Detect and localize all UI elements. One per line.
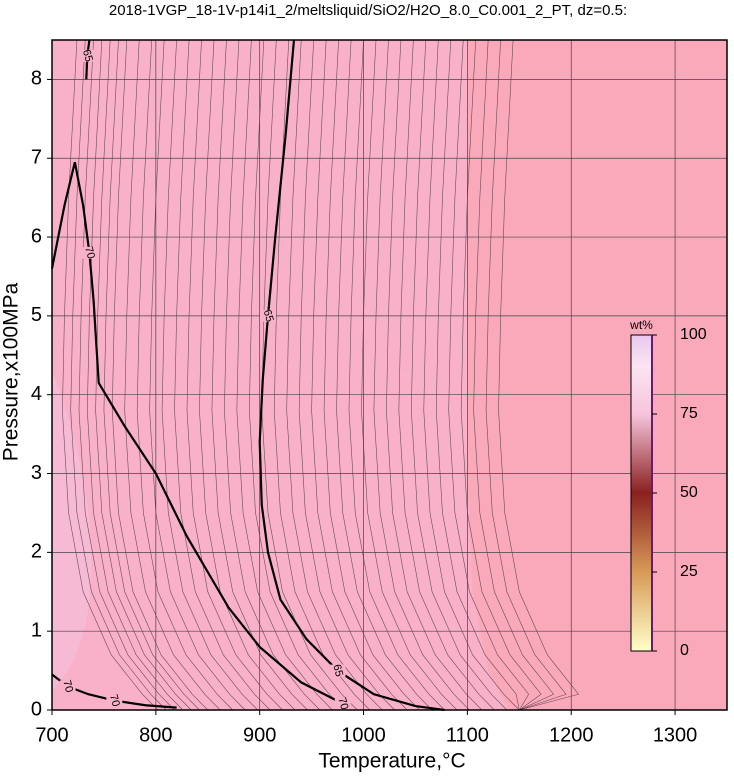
- contour-label: 65: [80, 48, 95, 63]
- y-tick-label: 8: [31, 68, 42, 90]
- x-tick-label: 1300: [653, 724, 698, 746]
- contour-label: 70: [82, 245, 97, 260]
- contour-label: 65: [261, 308, 276, 323]
- y-tick-label: 4: [31, 383, 42, 405]
- x-tick-label: 1200: [549, 724, 594, 746]
- y-tick-label: 6: [31, 225, 42, 247]
- colorbar-tick-label: 75: [680, 405, 698, 422]
- y-tick-label: 7: [31, 147, 42, 169]
- contour-label-bg: [334, 697, 351, 710]
- contour-label: 70: [60, 679, 75, 694]
- contour-line: [50, 161, 351, 711]
- x-tick-label: 700: [35, 724, 68, 746]
- x-tick-label: 900: [243, 724, 276, 746]
- chart-title: 2018-1VGP_18-1V-p14i1_2/meltsliquid/SiO2…: [109, 2, 627, 19]
- contour-label-bg: [329, 664, 346, 677]
- contour-label-bg: [106, 694, 123, 707]
- y-tick-label: 2: [31, 541, 42, 563]
- colorbar-tick-label: 100: [680, 326, 707, 343]
- colorbar-tick-label: 25: [680, 563, 698, 580]
- y-tick-label: 3: [31, 462, 42, 484]
- contour-label: 65: [330, 663, 345, 678]
- colorbar: [630, 334, 653, 652]
- y-tick-label: 1: [31, 619, 42, 641]
- contour-line: [258, 39, 445, 712]
- contour-label-bg: [260, 309, 276, 322]
- contour-label-bg: [79, 49, 96, 62]
- contour-label: 70: [335, 696, 350, 711]
- y-axis-label: Pressure,x100MPa: [0, 282, 23, 461]
- x-tick-label: 1100: [446, 724, 489, 746]
- colorbar-label: wt%: [629, 318, 653, 332]
- contour-label: 70: [107, 693, 122, 708]
- colorbar-tick-label: 50: [680, 484, 698, 501]
- x-tick-label: 1000: [341, 724, 386, 746]
- contour-label-bg: [59, 680, 76, 693]
- y-tick-label: 0: [31, 698, 42, 720]
- colorbar-tick-label: 0: [680, 642, 689, 659]
- plot-frame: [51, 39, 728, 711]
- x-axis-label: Temperature,°C: [318, 750, 465, 773]
- y-tick-label: 5: [31, 304, 42, 326]
- contour-label-bg: [81, 246, 98, 259]
- low-region: [52, 40, 509, 710]
- x-tick-label: 800: [139, 724, 172, 746]
